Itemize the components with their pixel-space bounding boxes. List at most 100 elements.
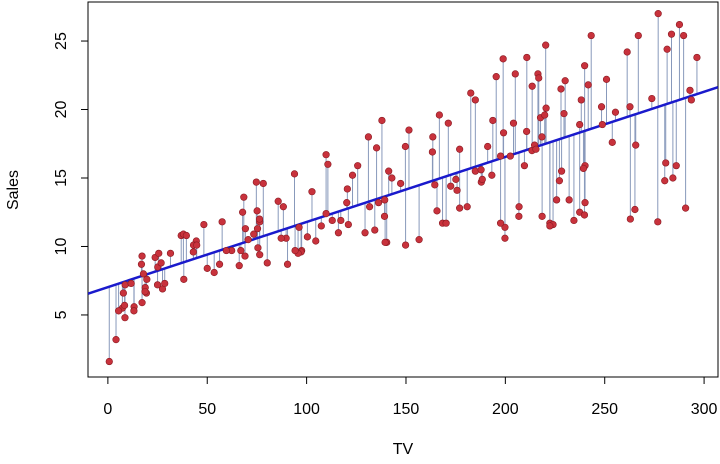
- y-tick-label: 20: [53, 101, 70, 119]
- point: [557, 167, 566, 175]
- point: [555, 177, 564, 185]
- point: [478, 175, 486, 183]
- point: [130, 307, 138, 315]
- point: [215, 260, 224, 268]
- point: [200, 220, 208, 229]
- point: [121, 281, 129, 289]
- point: [279, 203, 287, 211]
- point: [405, 126, 413, 134]
- point: [295, 223, 303, 231]
- point: [259, 179, 267, 188]
- point: [675, 20, 684, 29]
- point: [576, 120, 584, 129]
- point: [597, 103, 606, 111]
- point: [447, 182, 455, 190]
- point: [364, 133, 373, 141]
- point: [499, 55, 507, 63]
- point: [397, 179, 405, 188]
- point: [374, 199, 383, 207]
- point: [442, 219, 450, 227]
- point: [344, 220, 352, 229]
- point: [471, 96, 479, 104]
- point: [290, 170, 299, 178]
- point: [515, 203, 523, 211]
- x-tick-label: 50: [198, 401, 216, 418]
- point: [602, 75, 611, 83]
- point: [654, 10, 662, 18]
- point: [499, 129, 508, 137]
- point: [241, 252, 249, 260]
- point: [141, 288, 149, 296]
- plot-frame: [87, 1, 719, 378]
- point: [241, 225, 250, 233]
- point: [672, 162, 680, 170]
- point: [253, 225, 262, 233]
- point: [378, 116, 386, 125]
- point: [546, 222, 554, 230]
- point: [343, 185, 351, 193]
- point: [388, 174, 396, 182]
- point: [663, 45, 671, 53]
- point: [528, 82, 536, 90]
- point: [693, 53, 701, 62]
- x-tick-label: 150: [393, 401, 420, 418]
- point: [634, 31, 642, 40]
- point: [611, 108, 620, 116]
- point: [428, 148, 437, 156]
- point: [237, 246, 245, 255]
- fit-line: [88, 86, 718, 295]
- point: [532, 145, 540, 153]
- y-axis-label: Sales: [5, 170, 22, 210]
- point: [138, 299, 146, 307]
- point: [120, 301, 129, 309]
- point: [501, 223, 509, 231]
- x-tick-label: 0: [103, 401, 112, 418]
- point: [153, 281, 162, 289]
- point: [361, 229, 369, 237]
- point: [654, 218, 662, 226]
- point: [577, 96, 585, 104]
- x-tick-label: 300: [691, 401, 718, 418]
- point: [222, 246, 230, 255]
- point: [334, 229, 343, 237]
- point: [523, 53, 531, 62]
- point: [626, 103, 634, 111]
- point: [322, 151, 330, 159]
- point: [467, 89, 475, 97]
- x-tick-label: 200: [492, 401, 519, 418]
- point: [239, 208, 247, 216]
- point: [322, 210, 330, 218]
- point: [324, 160, 332, 168]
- point: [343, 199, 351, 207]
- y-tick-label: 15: [53, 169, 70, 187]
- point: [303, 233, 312, 241]
- point: [463, 203, 471, 211]
- point: [444, 119, 452, 127]
- point: [560, 110, 568, 118]
- point: [523, 127, 531, 136]
- point: [561, 77, 569, 85]
- point: [538, 212, 546, 220]
- point: [253, 207, 261, 215]
- point: [435, 111, 443, 119]
- point: [580, 211, 589, 219]
- point: [492, 73, 500, 81]
- point: [433, 207, 441, 215]
- point: [538, 133, 546, 141]
- point: [669, 174, 677, 182]
- point: [210, 268, 218, 277]
- point: [496, 219, 505, 227]
- point: [381, 238, 389, 246]
- point: [112, 336, 120, 344]
- point: [484, 142, 492, 151]
- point: [250, 230, 258, 238]
- point: [431, 181, 439, 189]
- point: [626, 215, 634, 223]
- point: [682, 204, 690, 212]
- point: [579, 164, 588, 173]
- point: [372, 144, 381, 152]
- point: [155, 249, 163, 257]
- point: [161, 279, 169, 288]
- point: [667, 30, 676, 38]
